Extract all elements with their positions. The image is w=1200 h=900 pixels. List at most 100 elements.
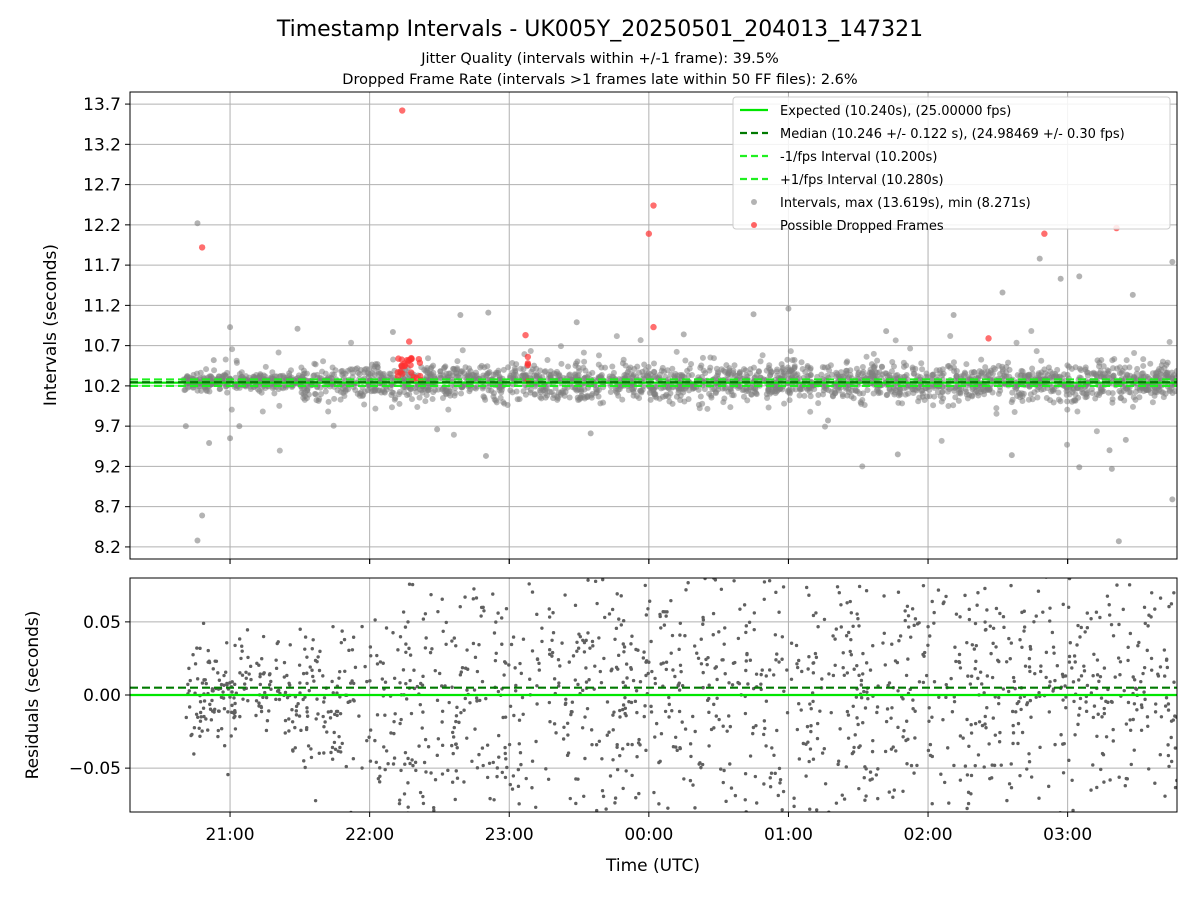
residual-point (1028, 698, 1033, 703)
residual-point (421, 674, 425, 679)
residual-point (283, 731, 287, 735)
residual-point (688, 742, 693, 746)
residual-point (831, 634, 835, 638)
residual-point (1146, 724, 1150, 728)
residual-point (497, 733, 501, 738)
residual-point (678, 621, 683, 626)
interval-point (861, 402, 868, 409)
residual-point (1061, 742, 1065, 746)
residual-point (472, 688, 477, 692)
residual-point (216, 728, 221, 733)
residual-point (731, 661, 736, 665)
residual-point (558, 664, 562, 668)
interval-point (952, 394, 959, 401)
interval-point (1149, 399, 1156, 406)
residual-point (646, 607, 650, 611)
interval-point (827, 362, 834, 369)
interval-point (1065, 363, 1072, 370)
interval-point (227, 435, 234, 442)
residual-point (290, 720, 295, 724)
residual-point (1107, 603, 1111, 607)
residual-point (913, 617, 918, 621)
residual-point (906, 737, 910, 741)
interval-point (853, 365, 860, 372)
residual-point (429, 592, 433, 597)
interval-point (1096, 363, 1103, 370)
residual-point (663, 709, 668, 714)
residual-point (440, 597, 444, 601)
interval-point (728, 388, 735, 395)
residual-point (332, 730, 336, 735)
interval-point (344, 367, 351, 374)
interval-point (1106, 447, 1113, 454)
residual-point (1061, 771, 1066, 775)
residual-point (973, 621, 978, 626)
residual-point (203, 678, 207, 682)
interval-point (930, 371, 937, 378)
residual-point (705, 812, 708, 815)
residual-point (1167, 764, 1171, 769)
residual-point (219, 727, 224, 731)
residual-point (547, 607, 551, 611)
residual-point (913, 736, 917, 740)
interval-point (1055, 389, 1062, 396)
residual-point (317, 668, 322, 673)
residual-point (563, 593, 567, 597)
interval-point (194, 220, 201, 227)
residual-point (261, 695, 265, 700)
residual-point (1059, 733, 1063, 737)
residual-point (813, 651, 818, 656)
residual-point (921, 583, 926, 588)
residual-point (1060, 672, 1065, 677)
residual-point (198, 734, 202, 738)
residual-point (233, 643, 237, 648)
residual-point (905, 762, 909, 766)
residual-point (876, 796, 880, 801)
residual-point (973, 667, 977, 671)
residual-point (188, 678, 192, 683)
interval-point (1126, 364, 1133, 371)
residual-point (1073, 733, 1077, 737)
residual-point (535, 684, 539, 688)
residual-point (479, 605, 484, 610)
interval-point (848, 393, 855, 400)
residual-point (1006, 689, 1011, 694)
residual-point (886, 683, 890, 688)
interval-point (1088, 386, 1095, 393)
residual-point (1010, 709, 1015, 714)
residual-point (1084, 709, 1089, 714)
residual-point (898, 634, 903, 638)
residual-point (1020, 730, 1025, 735)
residual-point (365, 738, 369, 743)
residual-point (811, 671, 816, 675)
x-tick-label: 21:00 (206, 825, 255, 845)
residual-point (496, 611, 500, 615)
residual-point (597, 739, 602, 743)
residual-point (1052, 651, 1056, 655)
interval-point (978, 386, 985, 393)
residual-point (875, 710, 879, 715)
residual-point (841, 666, 845, 670)
residual-point (339, 750, 343, 754)
residual-point (530, 786, 534, 790)
interval-point (884, 391, 891, 398)
residual-point (584, 666, 588, 670)
interval-point (233, 357, 240, 364)
residual-point (775, 652, 779, 656)
residual-point (441, 629, 445, 633)
interval-point (802, 369, 809, 376)
interval-point (566, 394, 573, 401)
interval-point (950, 359, 957, 366)
interval-point (1140, 356, 1147, 363)
interval-point (576, 367, 583, 374)
interval-point (931, 393, 938, 400)
residual-point (1169, 759, 1174, 764)
residual-point (407, 646, 411, 651)
chart-title: Timestamp Intervals - UK005Y_20250501_20… (276, 17, 923, 42)
interval-point (396, 400, 403, 407)
residual-point (1001, 687, 1006, 691)
residual-point (1037, 691, 1041, 695)
legend-marker (751, 199, 757, 205)
interval-point (868, 368, 875, 375)
residual-point (864, 589, 869, 593)
